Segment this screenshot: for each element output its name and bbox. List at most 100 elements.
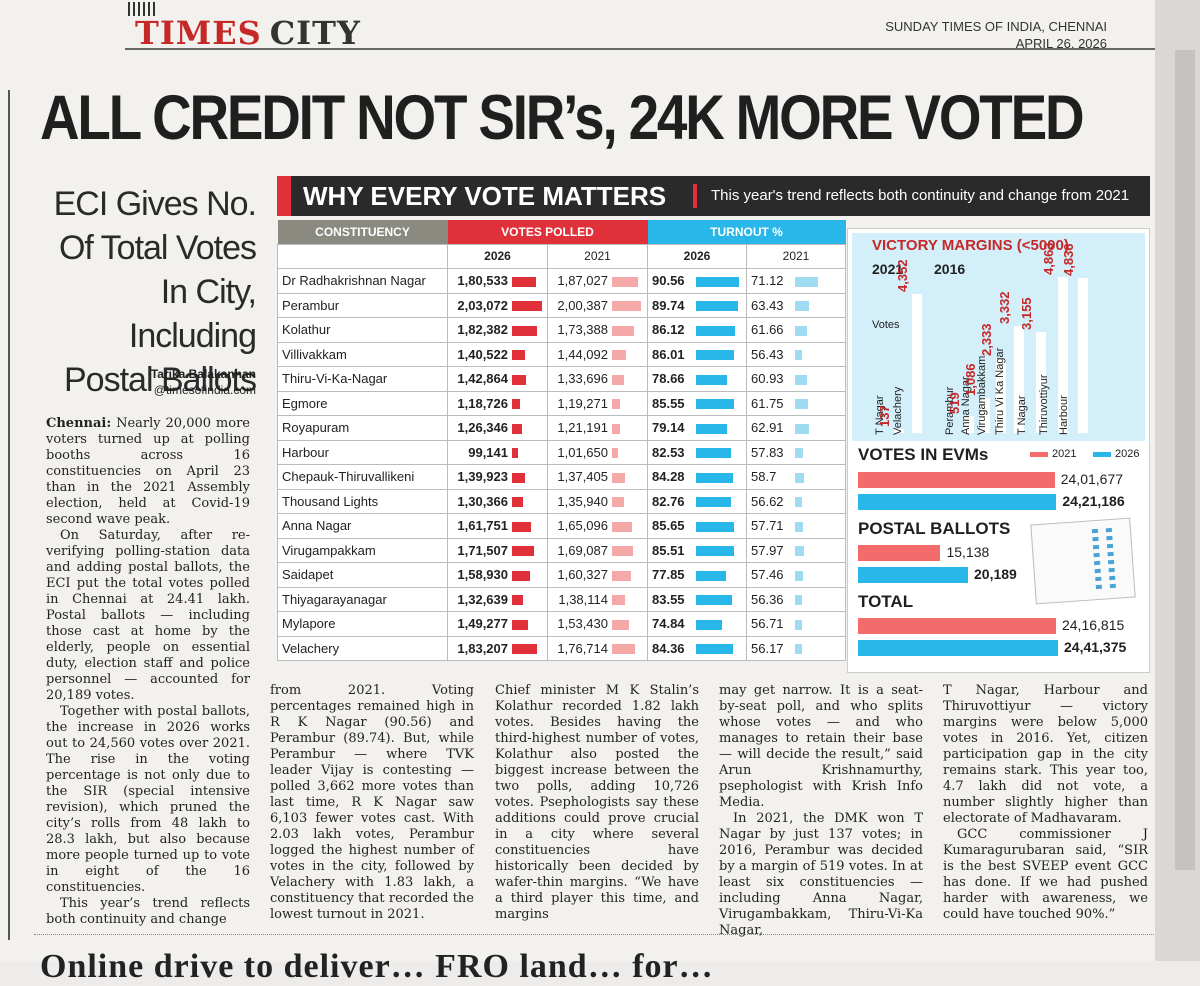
- table-row: Thousand Lights 1,30,366 1,35,940 82.76 56.6…: [277, 488, 846, 514]
- cell-turnout-2021: 62.91: [746, 415, 846, 441]
- cell-votes-2021-bar: [612, 423, 621, 434]
- cell-turnout-2026-bar: [696, 399, 734, 410]
- cell-turnout-2026: 79.14: [647, 415, 747, 441]
- cell-votes-2026: 1,42,864: [447, 366, 548, 392]
- subheader-votes-2026: 2026: [447, 243, 548, 269]
- cell-constituency: Dr Radhakrishnan Nagar: [277, 268, 448, 294]
- cell-turnout-2026-value: 77.85: [652, 567, 685, 583]
- bar-2026: [858, 494, 1057, 510]
- cell-votes-2021: 1,65,096: [547, 513, 648, 539]
- bar-2021: [858, 618, 1056, 634]
- cell-votes-2021-bar: [612, 448, 618, 459]
- cell-votes-2026: 1,40,522: [447, 341, 548, 367]
- cell-votes-2026: 1,58,930: [447, 562, 548, 588]
- cell-votes-2026-value: 1,82,382: [457, 322, 508, 338]
- cell-votes-2026-value: 1,58,930: [457, 567, 508, 583]
- cell-turnout-2026-bar: [696, 570, 726, 581]
- margin-bar-label: Thiruvottiyur: [1038, 374, 1050, 435]
- table-row: Thiru-Vi-Ka-Nagar 1,42,864 1,33,696 78.66 60…: [277, 366, 846, 392]
- cell-turnout-2021: 56.62: [746, 488, 846, 514]
- cell-turnout-2021-bar: [795, 276, 818, 287]
- cell-turnout-2026-bar: [696, 301, 739, 312]
- cell-votes-2021: 1,60,327: [547, 562, 648, 588]
- cell-votes-2021: 1,33,696: [547, 366, 648, 392]
- cell-turnout-2026: 82.76: [647, 488, 747, 514]
- cell-turnout-2021: 57.97: [746, 537, 846, 563]
- cell-votes-2026-bar: [512, 374, 527, 385]
- cell-votes-2021-value: 1,21,191: [557, 420, 608, 436]
- article-column-4: may get narrow. It is a seat-by-seat pol…: [719, 683, 923, 939]
- byline-name: Tarika.Balakannan: [150, 367, 256, 381]
- cell-turnout-2026-bar: [696, 595, 732, 606]
- margin-bar: [894, 428, 904, 433]
- cell-votes-2021: 1,53,430: [547, 611, 648, 637]
- cell-turnout-2026: 77.85: [647, 562, 747, 588]
- cell-constituency: Royapuram: [277, 415, 448, 441]
- cell-votes-2026-bar: [512, 276, 537, 287]
- paragraph-text: Nearly 20,000 more voters turned up at p…: [46, 416, 250, 527]
- cell-turnout-2026-value: 78.66: [652, 371, 685, 387]
- cell-votes-2026: 99,141: [447, 439, 548, 465]
- subheader-turnout-2026: 2026: [647, 243, 747, 269]
- table-row: Virugampakkam 1,71,507 1,69,087 85.51 57.97: [277, 537, 846, 563]
- evm-key: [1106, 535, 1113, 541]
- cell-turnout-2026-bar: [696, 350, 735, 361]
- cell-votes-2026: 2,03,072: [447, 292, 548, 318]
- page-edge: [1155, 0, 1200, 961]
- evm-ballot-unit-image: [1030, 517, 1136, 605]
- newspaper-page: TIMES CITY SUNDAY TIMES OF INDIA, CHENNAI…: [8, 2, 1155, 985]
- evm-key: [1105, 527, 1113, 533]
- margin-bar: [1036, 332, 1046, 433]
- evm-key: [1094, 568, 1101, 574]
- cell-votes-2021-value: 1,44,092: [557, 346, 608, 362]
- cell-votes-2026-value: 1,32,639: [457, 591, 508, 607]
- evm-key: [1095, 584, 1102, 590]
- paragraph: In 2021, the DMK won T Nagar by just 137…: [719, 811, 923, 938]
- cell-turnout-2021-value: 60.93: [751, 371, 784, 387]
- margin-bar: [1078, 278, 1088, 433]
- cell-turnout-2021: 58.7: [746, 464, 846, 490]
- cell-turnout-2026-bar: [696, 644, 733, 655]
- cell-turnout-2021-bar: [795, 497, 803, 508]
- cell-votes-2026-bar: [512, 497, 523, 508]
- cell-turnout-2021-value: 58.7: [751, 469, 777, 485]
- edition-name: SUNDAY TIMES OF INDIA, CHENNAI: [885, 19, 1107, 34]
- cell-turnout-2021: 57.83: [746, 439, 846, 465]
- subheader-turnout-2021: 2021: [746, 243, 846, 269]
- cell-turnout-2026-value: 85.51: [652, 542, 685, 558]
- cell-votes-2026-bar: [512, 472, 526, 483]
- cell-votes-2026: 1,30,366: [447, 488, 548, 514]
- cell-votes-2021-bar: [612, 570, 631, 581]
- story-divider: [34, 934, 1154, 935]
- cell-turnout-2021-bar: [795, 301, 810, 312]
- value-2026: 20,189: [974, 566, 1017, 582]
- cell-votes-2021-value: 1,19,271: [557, 395, 608, 411]
- cell-turnout-2026: 85.51: [647, 537, 747, 563]
- cell-votes-2021: 1,76,714: [547, 635, 648, 661]
- paragraph: GCC commissioner J Kumaragurubaran said,…: [943, 827, 1148, 922]
- cell-votes-2026: 1,82,382: [447, 317, 548, 343]
- evm-key: [1092, 544, 1100, 550]
- cell-turnout-2026-value: 83.55: [652, 591, 685, 607]
- evm-key: [1107, 551, 1114, 557]
- cell-constituency: Perambur: [277, 292, 448, 318]
- vote-graphic: WHY EVERY VOTE MATTERS This year's trend…: [277, 176, 1150, 673]
- cell-votes-2021-bar: [612, 374, 624, 385]
- cell-votes-2021-bar: [612, 595, 625, 606]
- cell-turnout-2021-value: 63.43: [751, 297, 784, 313]
- cell-votes-2026: 1,83,207: [447, 635, 548, 661]
- table-row: Velachery 1,83,207 1,76,714 84.36 56.17: [277, 635, 846, 661]
- value-2021: 15,138: [946, 544, 990, 560]
- legend-2026-swatch: [1093, 451, 1111, 457]
- cell-turnout-2026: 83.55: [647, 586, 747, 612]
- cell-turnout-2026: 84.28: [647, 464, 747, 490]
- cell-turnout-2026-bar: [696, 325, 735, 336]
- legend-2026-label: 2026: [1115, 448, 1140, 460]
- cell-votes-2026-value: 1,49,277: [457, 616, 508, 632]
- bar-2021: [858, 545, 941, 561]
- cell-turnout-2021: 71.12: [746, 268, 846, 294]
- scrollbar[interactable]: [1175, 50, 1195, 870]
- cell-turnout-2021-bar: [795, 644, 802, 655]
- cell-turnout-2026-value: 90.56: [652, 273, 685, 289]
- cell-turnout-2026-bar: [696, 497, 731, 508]
